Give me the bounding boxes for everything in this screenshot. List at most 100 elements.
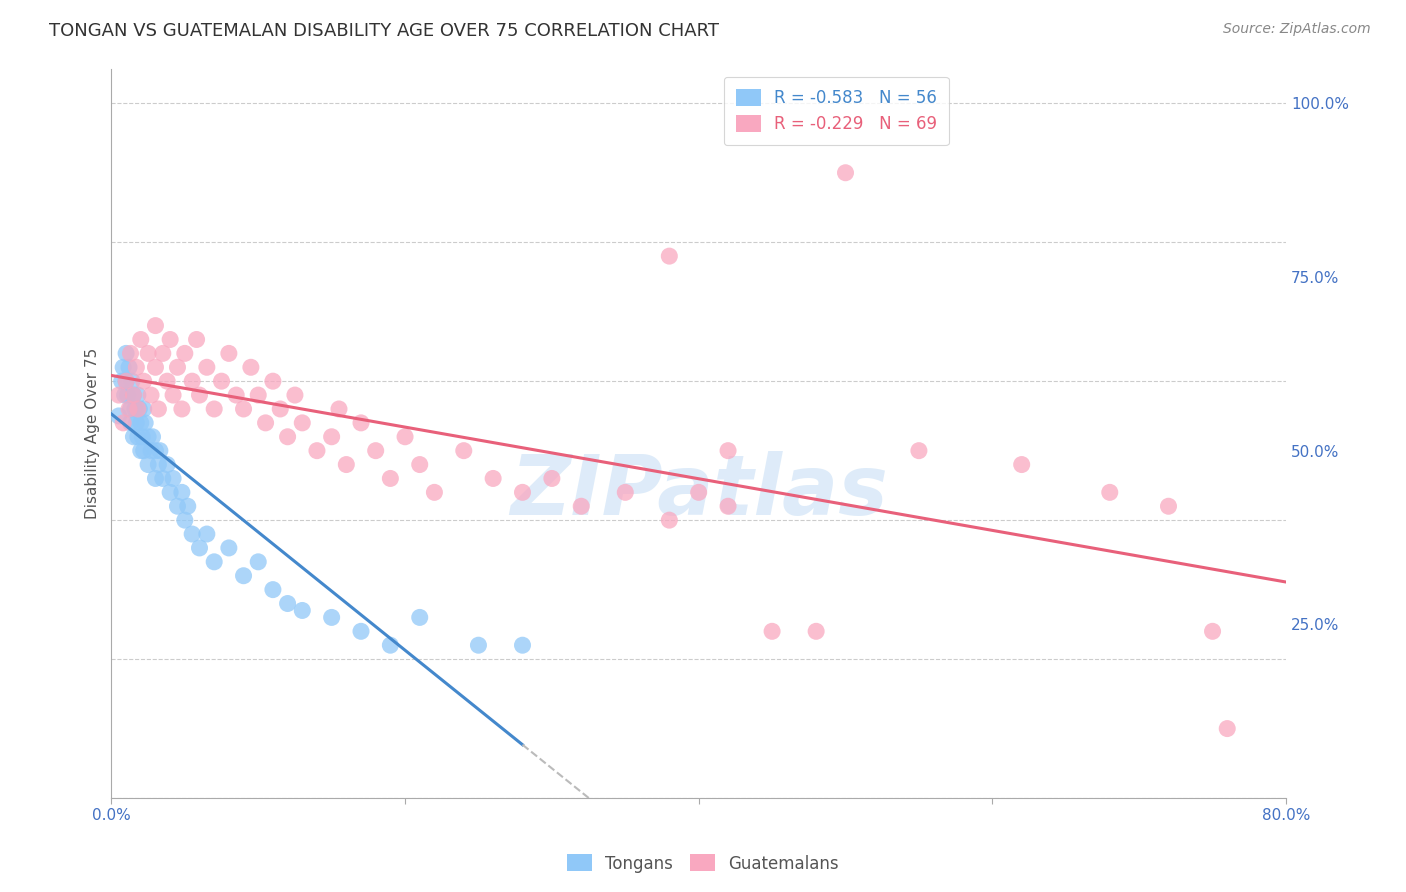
Point	[186, 333, 208, 347]
Point	[688, 485, 710, 500]
Point	[132, 374, 155, 388]
Point	[614, 485, 637, 500]
Point	[1098, 485, 1121, 500]
Point	[211, 374, 233, 388]
Point	[122, 388, 145, 402]
Point	[162, 471, 184, 485]
Point	[148, 401, 170, 416]
Point	[145, 318, 167, 333]
Point	[122, 388, 145, 402]
Point	[173, 513, 195, 527]
Point	[124, 401, 146, 416]
Point	[148, 458, 170, 472]
Point	[127, 401, 149, 416]
Point	[218, 346, 240, 360]
Point	[111, 374, 134, 388]
Point	[141, 430, 163, 444]
Point	[118, 401, 141, 416]
Point	[159, 333, 181, 347]
Point	[394, 430, 416, 444]
Point	[166, 360, 188, 375]
Point	[409, 610, 432, 624]
Point	[122, 430, 145, 444]
Point	[139, 443, 162, 458]
Point	[145, 471, 167, 485]
Point	[162, 388, 184, 402]
Point	[482, 471, 505, 485]
Point	[132, 401, 155, 416]
Point	[658, 513, 681, 527]
Point	[409, 458, 432, 472]
Point	[129, 443, 152, 458]
Point	[125, 416, 148, 430]
Point	[188, 541, 211, 555]
Point	[127, 430, 149, 444]
Point	[112, 360, 135, 375]
Point	[717, 443, 740, 458]
Point	[225, 388, 247, 402]
Point	[131, 430, 153, 444]
Point	[107, 388, 129, 402]
Point	[117, 388, 139, 402]
Point	[159, 485, 181, 500]
Point	[380, 638, 402, 652]
Point	[541, 471, 564, 485]
Point	[453, 443, 475, 458]
Point	[152, 346, 174, 360]
Point	[350, 624, 373, 639]
Point	[291, 603, 314, 617]
Point	[177, 500, 200, 514]
Point	[239, 360, 262, 375]
Point	[156, 374, 179, 388]
Point	[139, 388, 162, 402]
Point	[120, 401, 142, 416]
Point	[156, 458, 179, 472]
Point	[380, 471, 402, 485]
Point	[467, 638, 489, 652]
Point	[321, 430, 343, 444]
Point	[232, 568, 254, 582]
Point	[118, 360, 141, 375]
Point	[1201, 624, 1223, 639]
Point	[761, 624, 783, 639]
Point	[195, 527, 218, 541]
Point	[170, 485, 193, 500]
Point	[188, 388, 211, 402]
Point	[569, 500, 592, 514]
Point	[908, 443, 931, 458]
Point	[247, 388, 270, 402]
Point	[115, 374, 138, 388]
Point	[254, 416, 277, 430]
Point	[129, 333, 152, 347]
Point	[321, 610, 343, 624]
Point	[202, 555, 225, 569]
Point	[115, 346, 138, 360]
Point	[129, 416, 152, 430]
Point	[149, 443, 172, 458]
Point	[512, 638, 534, 652]
Point	[1011, 458, 1033, 472]
Point	[136, 346, 159, 360]
Point	[1157, 500, 1180, 514]
Point	[202, 401, 225, 416]
Point	[115, 374, 138, 388]
Point	[834, 166, 856, 180]
Point	[262, 582, 284, 597]
Point	[291, 416, 314, 430]
Point	[152, 471, 174, 485]
Point	[125, 360, 148, 375]
Point	[166, 500, 188, 514]
Point	[120, 346, 142, 360]
Text: Source: ZipAtlas.com: Source: ZipAtlas.com	[1223, 22, 1371, 37]
Point	[121, 374, 143, 388]
Point	[132, 443, 155, 458]
Point	[512, 485, 534, 500]
Point	[284, 388, 307, 402]
Point	[112, 416, 135, 430]
Point	[350, 416, 373, 430]
Point	[181, 374, 204, 388]
Y-axis label: Disability Age Over 75: Disability Age Over 75	[86, 348, 100, 519]
Text: TONGAN VS GUATEMALAN DISABILITY AGE OVER 75 CORRELATION CHART: TONGAN VS GUATEMALAN DISABILITY AGE OVER…	[49, 22, 720, 40]
Point	[232, 401, 254, 416]
Point	[127, 388, 149, 402]
